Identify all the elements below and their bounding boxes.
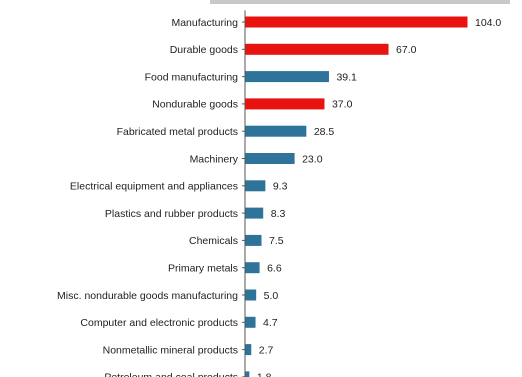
category-label-1: Durable goods — [170, 44, 238, 56]
bars-layer — [242, 16, 468, 377]
bar-8 — [245, 234, 262, 246]
bar-3 — [245, 98, 325, 110]
bar-12 — [245, 344, 252, 356]
value-label-1: 67.0 — [396, 44, 417, 56]
bar-7 — [245, 207, 264, 219]
bar-13 — [245, 371, 250, 377]
category-label-0: Manufacturing — [171, 17, 238, 29]
bar-11 — [245, 316, 256, 328]
cut-off-title-strip — [210, 0, 510, 4]
category-label-5: Machinery — [190, 153, 239, 165]
category-label-4: Fabricated metal products — [117, 126, 238, 138]
bar-2 — [245, 71, 329, 83]
category-label-3: Nondurable goods — [152, 99, 238, 111]
value-labels: 104.0 67.0 39.1 37.0 28.5 23.0 9.3 8.3 7.5 6.6 5.0… — [257, 17, 502, 377]
bar-6 — [245, 180, 266, 192]
value-label-2: 39.1 — [336, 71, 357, 83]
bar-10 — [245, 289, 257, 301]
value-label-12: 2.7 — [259, 344, 274, 356]
value-label-3: 37.0 — [332, 99, 353, 111]
category-labels: Manufacturing Durable goods Food manufactu… — [57, 17, 239, 377]
value-label-7: 8.3 — [271, 208, 286, 220]
category-label-6: Electrical equipment and appliances — [70, 181, 238, 193]
category-label-8: Chemicals — [189, 235, 238, 247]
value-label-11: 4.7 — [263, 317, 278, 329]
value-label-8: 7.5 — [269, 235, 284, 247]
value-label-13: 1.8 — [257, 372, 272, 377]
bar-1 — [245, 43, 389, 55]
bar-5 — [245, 153, 295, 164]
value-label-5: 23.0 — [302, 153, 323, 165]
bar-9 — [245, 262, 260, 274]
category-label-12: Nonmetallic mineral products — [103, 344, 238, 356]
category-label-2: Food manufacturing — [145, 71, 239, 83]
category-label-11: Computer and electronic products — [80, 317, 238, 329]
category-label-9: Primary metals — [168, 263, 238, 275]
bar-4 — [245, 125, 307, 137]
value-label-6: 9.3 — [273, 181, 288, 193]
category-label-7: Plastics and rubber products — [105, 208, 238, 220]
value-label-4: 28.5 — [314, 126, 335, 138]
value-label-10: 5.0 — [264, 290, 279, 302]
value-label-0: 104.0 — [475, 17, 501, 29]
bar-0 — [245, 16, 468, 28]
category-label-13: Petroleum and coal products — [104, 372, 238, 377]
category-label-10: Misc. nondurable goods manufacturing — [57, 290, 238, 302]
value-label-9: 6.6 — [267, 263, 282, 275]
